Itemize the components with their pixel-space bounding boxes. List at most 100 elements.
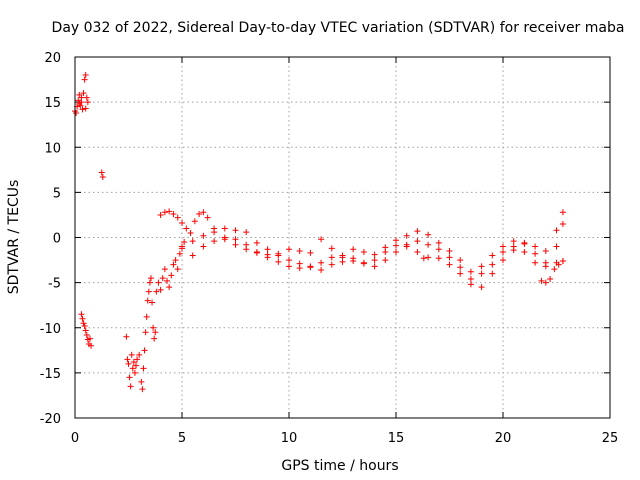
data-point [129,365,136,372]
data-point [152,329,159,336]
data-point [264,254,271,261]
data-point [542,263,549,270]
data-point [134,356,141,363]
data-point [140,365,147,372]
data-point [478,270,485,277]
data-point [393,242,399,249]
data-point [538,277,545,284]
data-point [414,228,421,235]
data-point [124,356,131,363]
data-point [532,243,539,250]
data-point [457,257,464,264]
data-point [500,248,506,255]
data-point [446,248,453,255]
data-point [144,297,151,304]
data-point [467,276,474,283]
data-point [161,266,168,273]
data-point [84,99,91,106]
data-point [232,241,239,248]
data-point [393,237,399,244]
data-point [159,275,166,282]
data-point [232,236,239,243]
x-axis-title: GPS time / hours [281,458,398,474]
y-tick-label: -15 [40,367,61,382]
data-point [467,268,474,275]
data-point [446,261,453,268]
data-point [138,378,145,385]
data-point [542,279,549,286]
data-point [126,374,133,381]
data-point [296,265,303,272]
data-point [150,324,157,331]
data-point [176,250,183,257]
data-point [521,239,528,246]
data-point [83,331,90,338]
data-point [350,255,357,262]
y-tick-label: 5 [53,186,61,201]
data-point [420,255,427,262]
data-point [211,229,218,236]
data-point [243,229,250,236]
data-point [403,243,410,250]
x-tick-label: 10 [281,431,298,446]
data-point [141,347,148,354]
data-point [467,281,474,288]
data-point [131,369,138,376]
data-point [151,335,158,342]
data-point [478,263,485,270]
data-point [136,351,143,358]
data-point [457,264,464,271]
data-point [196,211,203,218]
chart-title: Day 032 of 2022, Sidereal Day-to-day VTE… [52,20,625,36]
data-point [183,225,190,232]
data-point [174,214,181,221]
data-point [82,327,89,334]
data-point [75,97,82,104]
data-point [130,359,137,366]
data-point [371,263,378,270]
data-point [532,250,539,257]
data-point [382,257,389,264]
y-tick-label: -10 [40,322,61,337]
data-point [307,249,314,256]
data-point [179,220,185,227]
data-point [307,264,314,271]
data-point [157,211,164,218]
data-point [425,241,432,248]
data-point [166,208,173,215]
data-point [189,252,196,259]
data-point [73,109,80,116]
x-tick-label: 25 [602,431,619,446]
data-point [339,252,346,259]
data-point [153,288,160,295]
data-point [414,248,421,255]
data-point [200,209,207,216]
data-point [78,311,85,318]
data-point [286,257,292,264]
data-point [360,248,367,255]
data-point [168,272,175,279]
data-point [221,234,228,241]
data-point [478,284,485,291]
data-point [555,261,562,268]
data-point [296,248,303,255]
data-point [204,214,211,221]
data-point [78,94,85,101]
data-point [446,254,453,261]
data-point [253,239,260,246]
x-tick-label: 5 [178,431,186,446]
data-point [200,243,207,250]
data-point [211,238,218,245]
data-point [128,351,135,358]
data-point [200,232,207,239]
data-point [174,266,181,273]
data-point [510,247,517,254]
data-point [457,270,464,277]
data-point [286,263,292,270]
data-point [521,248,528,255]
data-point [221,225,228,232]
data-point [264,246,271,253]
data-point [179,243,185,250]
grid [75,57,610,418]
data-point [275,258,282,265]
